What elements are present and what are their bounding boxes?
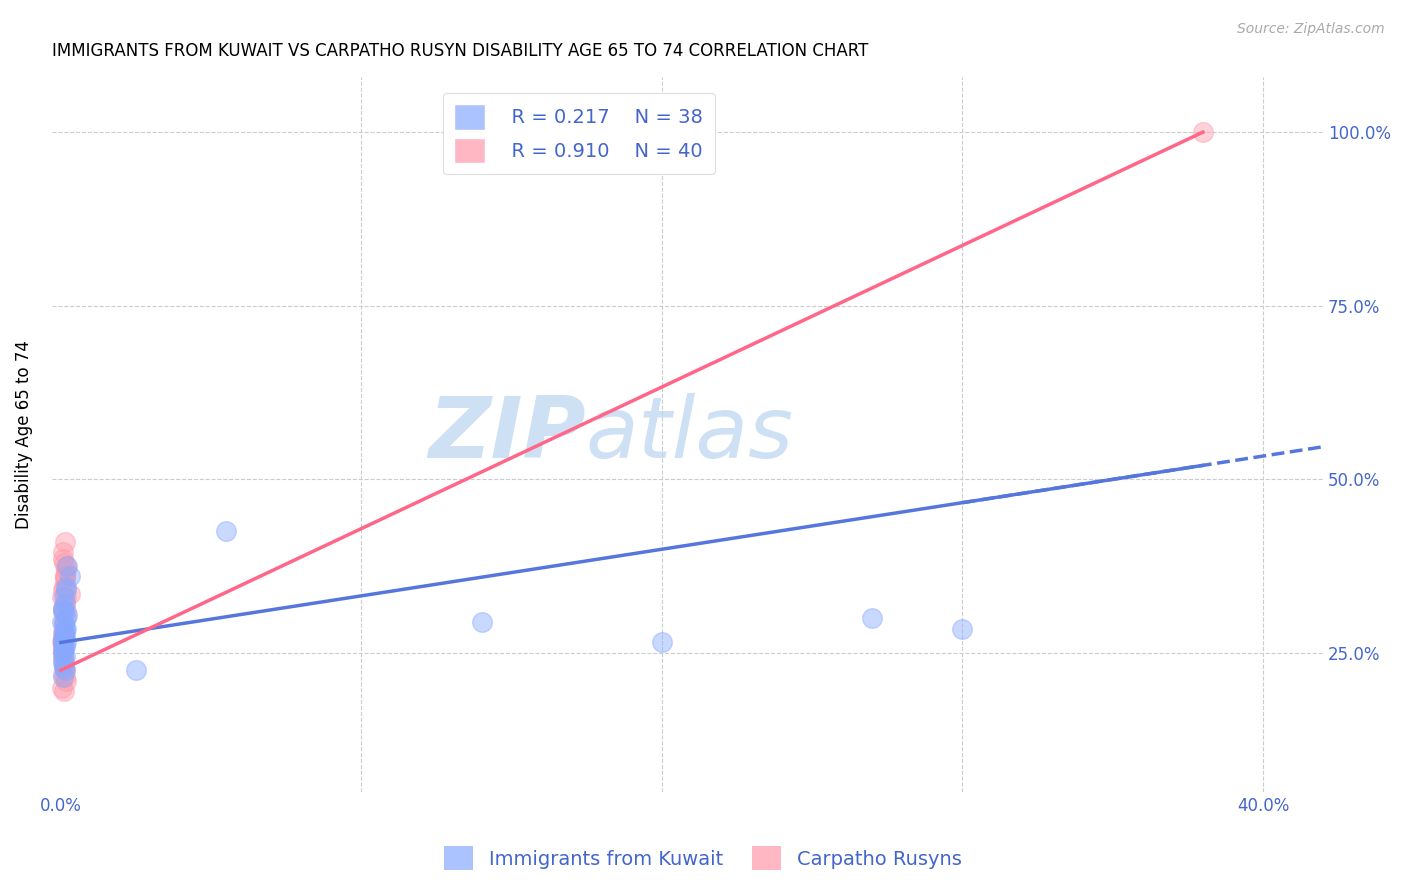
Point <box>52 635 75 649</box>
Point <box>52 632 75 646</box>
Point <box>55 591 77 605</box>
Point <box>52 600 75 615</box>
Point <box>52 649 75 664</box>
Point <box>53 639 76 653</box>
Point <box>53 628 76 642</box>
Point <box>52 653 75 667</box>
Point <box>53 618 76 632</box>
Legend:   R = 0.217    N = 38,   R = 0.910    N = 40: R = 0.217 N = 38, R = 0.910 N = 40 <box>443 94 714 174</box>
Y-axis label: Disability Age 65 to 74: Disability Age 65 to 74 <box>15 340 32 529</box>
Point <box>52 628 75 642</box>
Point <box>1192 125 1215 139</box>
Point <box>52 625 75 640</box>
Point <box>52 552 75 566</box>
Point <box>55 611 77 625</box>
Point <box>59 587 82 601</box>
Point <box>52 666 75 681</box>
Point <box>52 600 75 615</box>
Point <box>52 670 75 684</box>
Point <box>55 580 77 594</box>
Point <box>860 611 883 625</box>
Point <box>53 659 76 673</box>
Point <box>51 635 73 649</box>
Point <box>53 604 76 618</box>
Point <box>55 604 77 618</box>
Point <box>51 615 73 629</box>
Point <box>53 632 76 646</box>
Legend: Immigrants from Kuwait, Carpatho Rusyns: Immigrants from Kuwait, Carpatho Rusyns <box>436 838 970 878</box>
Point <box>52 646 75 660</box>
Point <box>52 653 75 667</box>
Point <box>52 604 75 618</box>
Point <box>55 622 77 636</box>
Point <box>53 659 76 673</box>
Point <box>55 583 77 598</box>
Text: atlas: atlas <box>586 392 794 475</box>
Text: Source: ZipAtlas.com: Source: ZipAtlas.com <box>1237 22 1385 37</box>
Point <box>53 556 76 570</box>
Point <box>53 569 76 583</box>
Point <box>53 534 76 549</box>
Point <box>53 649 76 664</box>
Point <box>651 635 673 649</box>
Point <box>52 642 75 657</box>
Point <box>53 573 76 587</box>
Point <box>215 524 238 539</box>
Point <box>53 591 76 605</box>
Point <box>52 625 75 640</box>
Point <box>53 622 76 636</box>
Point <box>52 642 75 657</box>
Point <box>52 635 75 649</box>
Point <box>53 670 76 684</box>
Point <box>52 625 75 640</box>
Point <box>52 684 75 698</box>
Point <box>52 657 75 671</box>
Point <box>52 580 75 594</box>
Point <box>52 646 75 660</box>
Point <box>53 615 76 629</box>
Point <box>952 622 974 636</box>
Point <box>52 628 75 642</box>
Text: ZIP: ZIP <box>427 392 586 475</box>
Point <box>55 607 77 622</box>
Point <box>52 545 75 559</box>
Point <box>52 639 75 653</box>
Point <box>59 569 82 583</box>
Point <box>52 632 75 646</box>
Point <box>55 559 77 574</box>
Point <box>53 594 76 608</box>
Point <box>51 681 73 695</box>
Point <box>53 597 76 611</box>
Point <box>51 591 73 605</box>
Point <box>125 663 148 677</box>
Point <box>53 663 76 677</box>
Point <box>55 559 77 574</box>
Point <box>53 615 76 629</box>
Point <box>52 583 75 598</box>
Point <box>52 604 75 618</box>
Point <box>471 615 494 629</box>
Point <box>55 562 77 576</box>
Point <box>53 569 76 583</box>
Point <box>52 635 75 649</box>
Text: IMMIGRANTS FROM KUWAIT VS CARPATHO RUSYN DISABILITY AGE 65 TO 74 CORRELATION CHA: IMMIGRANTS FROM KUWAIT VS CARPATHO RUSYN… <box>52 42 868 60</box>
Point <box>53 663 76 677</box>
Point <box>52 642 75 657</box>
Point <box>55 673 77 688</box>
Point <box>55 635 77 649</box>
